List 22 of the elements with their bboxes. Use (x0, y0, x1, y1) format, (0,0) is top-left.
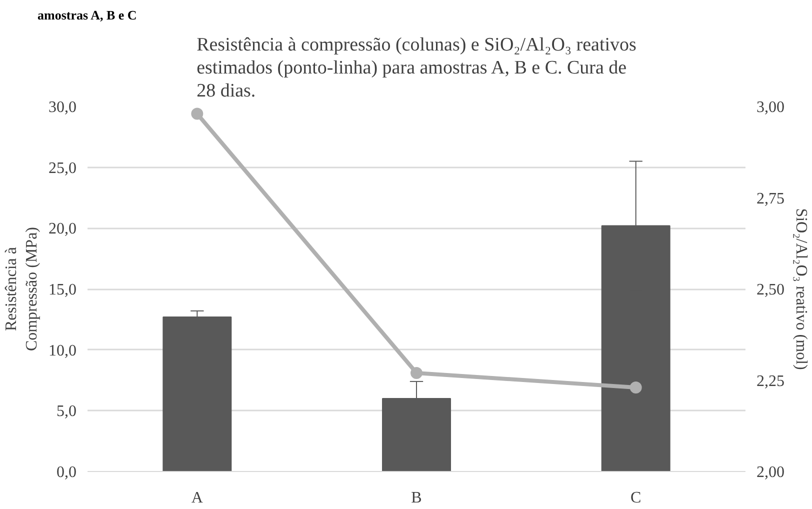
point (191, 108, 204, 120)
y2-tick-label: 2,00 (756, 464, 784, 481)
y2-tick-label: 2,25 (756, 372, 784, 390)
y-tick-label: 20,0 (48, 220, 76, 238)
y-tick-label: 5,0 (56, 403, 76, 420)
y-tick-label: 10,0 (48, 342, 76, 360)
x-tick-label: C (630, 490, 642, 506)
y2-tick-label: 3,00 (756, 99, 784, 116)
y-axis-title: Resistência à Compressão (MPa) (3, 227, 40, 351)
y-tick-label: 0,0 (56, 464, 76, 481)
point (630, 382, 642, 394)
chart-title: Resistência à compressão (colunas) e SiO₂/Al₂O₃ reativos estimados (ponto-linha) para amostras A, B e C. Cura de 28 dias. (196, 34, 636, 102)
point (410, 366, 422, 379)
y-tick-label: 25,0 (48, 160, 76, 177)
x-tick-label: A (191, 490, 204, 506)
y2-tick-label: 2,50 (756, 282, 784, 298)
y2-axis-title: SiO₂/Al₂O₃ reativo (mol) (792, 208, 810, 370)
text: amostras A, B e C (38, 8, 137, 22)
y-tick-label: 15,0 (48, 282, 76, 298)
y-tick-label: 30,0 (48, 99, 76, 116)
y2-tick-label: 2,75 (756, 190, 784, 208)
x-tick-label: B (411, 490, 422, 506)
